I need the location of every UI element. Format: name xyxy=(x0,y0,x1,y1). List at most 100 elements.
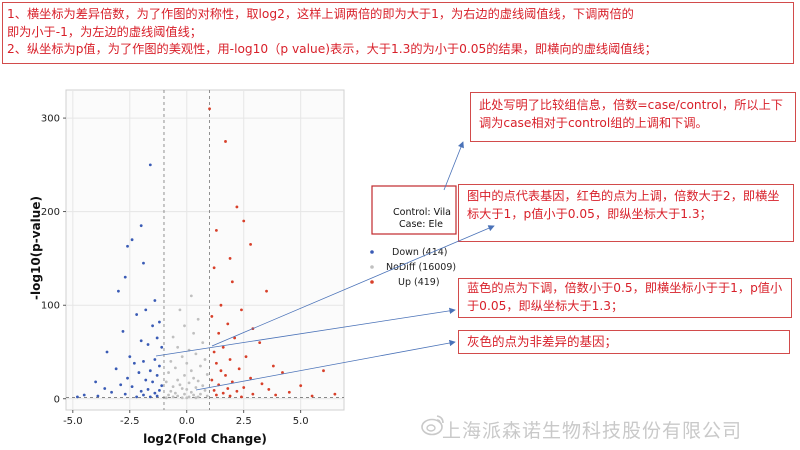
point-nodiff-18 xyxy=(205,373,209,376)
point-down-30 xyxy=(151,380,154,384)
nodiff-annotation-box: 灰色的点为非差异的基因； xyxy=(458,330,790,354)
point-nodiff-31 xyxy=(203,388,207,392)
point-down-5 xyxy=(123,275,127,279)
point-nodiff-42 xyxy=(196,395,200,399)
point-up-8 xyxy=(230,280,234,284)
point-nodiff-16 xyxy=(189,369,193,373)
point-nodiff-37 xyxy=(192,393,196,397)
point-down-16 xyxy=(160,345,164,349)
point-nodiff-0 xyxy=(189,294,193,298)
legend-label-nodiff: NoDiff (16009) xyxy=(386,262,456,273)
point-down-40 xyxy=(123,392,127,396)
point-down-27 xyxy=(126,376,129,380)
point-nodiff-5 xyxy=(171,335,175,339)
point-up-42 xyxy=(322,369,325,373)
case-label: Case: xyxy=(399,219,425,230)
point-down-2 xyxy=(130,238,134,242)
point-up-12 xyxy=(210,315,214,318)
y-tick-label-2: 200 xyxy=(41,207,60,218)
point-up-4 xyxy=(214,228,218,232)
legend-swatch-up xyxy=(370,280,374,284)
point-up-48 xyxy=(333,392,337,396)
arrow-compare xyxy=(443,141,464,191)
point-up-47 xyxy=(240,395,243,399)
point-down-28 xyxy=(144,378,148,382)
point-down-10 xyxy=(158,320,161,324)
point-up-25 xyxy=(219,369,223,373)
point-down-19 xyxy=(153,358,157,361)
point-nodiff-15 xyxy=(173,366,177,370)
point-down-36 xyxy=(158,388,161,392)
point-nodiff-28 xyxy=(194,386,198,389)
point-down-41 xyxy=(82,393,86,397)
point-down-6 xyxy=(117,289,120,293)
y-tick-label-3: 300 xyxy=(41,114,60,125)
y-tick-label-1: 100 xyxy=(41,301,60,312)
point-nodiff-12 xyxy=(169,359,173,363)
point-up-46 xyxy=(310,394,314,398)
arrow-down-points xyxy=(155,307,456,357)
point-down-7 xyxy=(153,299,157,302)
point-nodiff-26 xyxy=(201,384,205,388)
upregulated-annotation-box: 图中的点代表基因，红色的点为上调，倍数大于2，即横坐标大于1，p值小于0.05，… xyxy=(458,184,794,242)
point-nodiff-33 xyxy=(189,390,193,394)
point-nodiff-4 xyxy=(192,331,196,335)
threshold-lines xyxy=(66,90,344,410)
point-down-44 xyxy=(155,394,159,398)
plot-panel xyxy=(65,89,345,411)
control-text: Control: Vila xyxy=(393,207,451,218)
point-down-11 xyxy=(151,324,154,328)
point-nodiff-7 xyxy=(176,345,180,349)
point-nodiff-36 xyxy=(183,392,186,396)
point-down-13 xyxy=(155,336,159,340)
point-up-33 xyxy=(299,384,303,388)
top-annotation-line-2: 即为小于-1，为左边的虚线阈值线； xyxy=(7,24,202,39)
point-nodiff-29 xyxy=(180,387,184,390)
x-tick-label-2: 0.0 xyxy=(179,416,195,427)
x-tick-label-3: 2.5 xyxy=(236,416,252,427)
point-up-31 xyxy=(260,382,264,386)
point-down-33 xyxy=(130,385,134,389)
point-up-34 xyxy=(242,386,246,389)
point-nodiff-32 xyxy=(169,389,173,393)
point-nodiff-22 xyxy=(196,379,200,383)
x-tick-label-0: -5.0 xyxy=(63,416,83,427)
point-up-7 xyxy=(212,266,216,270)
point-nodiff-34 xyxy=(173,391,177,395)
point-up-13 xyxy=(226,322,230,326)
control-label: Control: xyxy=(393,207,431,218)
point-up-6 xyxy=(228,257,232,260)
point-down-43 xyxy=(96,394,100,398)
point-nodiff-40 xyxy=(176,394,180,398)
grid-lines xyxy=(66,90,344,410)
top-annotation-line-3: 2、纵坐标为p值，为了作图的美观性，用-log10（p value)表示，大于1… xyxy=(7,42,657,57)
point-down-18 xyxy=(128,355,132,359)
point-nodiff-14 xyxy=(199,364,202,368)
point-nodiff-1 xyxy=(178,308,182,312)
point-down-4 xyxy=(142,261,145,265)
point-nodiff-25 xyxy=(178,383,182,387)
point-up-27 xyxy=(224,373,227,377)
point-down-20 xyxy=(142,359,145,363)
legend-swatch-down xyxy=(370,250,374,254)
point-up-10 xyxy=(219,303,223,307)
point-up-44 xyxy=(274,393,278,397)
point-nodiff-30 xyxy=(185,388,189,391)
point-down-35 xyxy=(146,388,150,391)
point-down-3 xyxy=(126,244,129,248)
point-nodiff-2 xyxy=(196,317,200,321)
point-nodiff-41 xyxy=(187,395,191,399)
point-up-22 xyxy=(214,361,218,365)
point-up-43 xyxy=(214,393,218,397)
point-up-26 xyxy=(281,371,284,374)
y-tick-label-0: 0 xyxy=(54,394,60,405)
point-nodiff-20 xyxy=(192,376,196,380)
point-up-23 xyxy=(271,364,275,368)
point-nodiff-46 xyxy=(194,396,198,400)
point-down-47 xyxy=(148,395,152,399)
downregulated-annotation-box: 蓝色的点为下调，倍数小于0.5，即横坐标小于于1，p值小于0.05，即纵坐标大于… xyxy=(458,278,792,318)
point-down-21 xyxy=(132,361,136,365)
point-nodiff-45 xyxy=(180,396,184,400)
watermark: 上海派森诺生物科技股份有限公司 xyxy=(442,420,743,442)
point-nodiff-17 xyxy=(167,371,170,374)
